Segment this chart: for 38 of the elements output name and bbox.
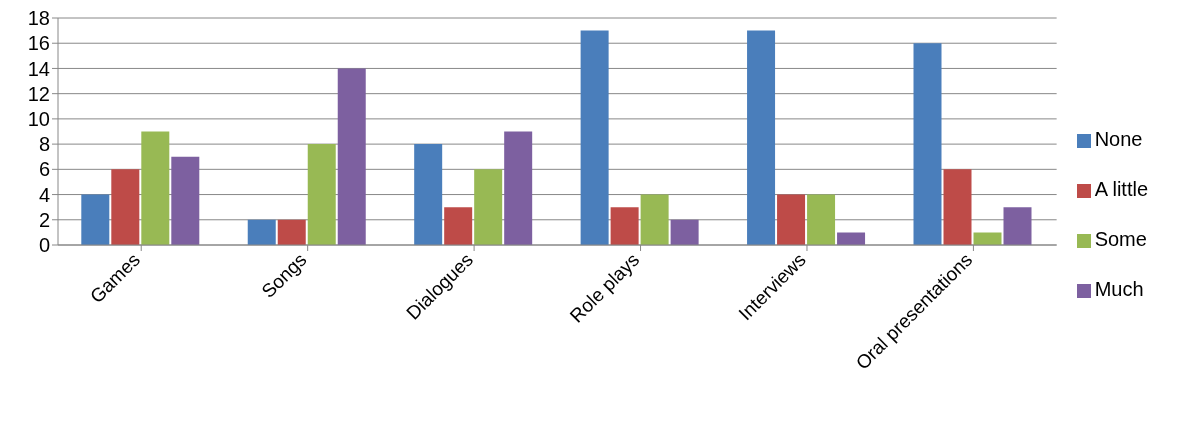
- bar: [640, 194, 669, 245]
- y-tick-label: 6: [38, 158, 50, 181]
- y-tick-label: 0: [38, 234, 50, 257]
- bar: [913, 43, 942, 245]
- bar: [1003, 207, 1032, 245]
- legend-label: Much: [1094, 278, 1144, 300]
- bar: [337, 68, 366, 245]
- bar: [610, 207, 639, 245]
- bar: [504, 131, 533, 245]
- legend-label: Some: [1094, 228, 1147, 250]
- bar: [81, 194, 110, 245]
- bar: [943, 169, 972, 245]
- y-tick-label: 2: [38, 208, 50, 231]
- legend-label: A little: [1094, 178, 1148, 200]
- bar: [277, 219, 306, 245]
- bar: [670, 219, 699, 245]
- bar: [474, 169, 503, 245]
- bar: [141, 131, 170, 245]
- y-tick-label: 16: [27, 32, 50, 55]
- bar: [444, 207, 473, 245]
- y-tick-label: 14: [27, 57, 50, 80]
- bar: [837, 232, 866, 245]
- y-tick-label: 4: [38, 183, 50, 206]
- y-tick-label: 12: [27, 82, 50, 105]
- bar: [807, 194, 836, 245]
- y-tick-label: 10: [27, 107, 50, 130]
- bar: [111, 169, 140, 245]
- bar: [747, 30, 776, 245]
- bar: [580, 30, 609, 245]
- y-tick-label: 18: [27, 7, 50, 30]
- bar: [171, 156, 200, 245]
- y-tick-label: 8: [38, 133, 50, 156]
- bar: [777, 194, 806, 245]
- bar: [307, 144, 336, 245]
- bar: [247, 219, 276, 245]
- legend-label: None: [1094, 128, 1143, 150]
- bar: [414, 144, 443, 245]
- bar: [973, 232, 1002, 245]
